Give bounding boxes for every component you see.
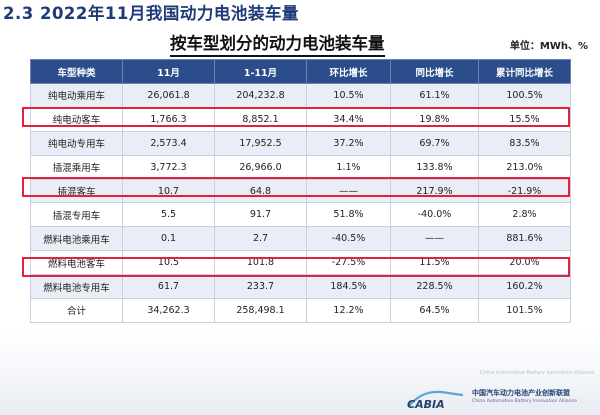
- cell-yoy: -40.0%: [390, 202, 479, 228]
- cell-cumulative: 213.0%: [478, 154, 571, 180]
- cell-cumulative: 20.0%: [478, 250, 571, 276]
- cell-cumulative: 100.5%: [478, 83, 571, 108]
- table-row: 纯电动乘用车 26,061.8 204,232.8 10.5% 61.1% 10…: [30, 83, 571, 108]
- cell-ytd: 204,232.8: [214, 83, 307, 108]
- cell-yoy: 69.7%: [390, 130, 479, 156]
- cell-month: 2,573.4: [122, 130, 215, 156]
- cell-cumulative: 15.5%: [478, 106, 571, 132]
- cell-mom: 37.2%: [306, 130, 391, 156]
- col-header-vehicle-type: 车型种类: [30, 59, 123, 84]
- table-row: 合计 34,262.3 258,498.1 12.2% 64.5% 101.5%: [30, 298, 571, 323]
- cell-month: 34,262.3: [122, 298, 215, 323]
- cell-month: 10.7: [122, 178, 215, 204]
- cell-vehicle-type: 插混专用车: [30, 202, 123, 228]
- cell-ytd: 26,966.0: [214, 154, 307, 180]
- cell-month: 5.5: [122, 202, 215, 228]
- cell-mom: 184.5%: [306, 274, 391, 300]
- table-row: 燃料电池乘用车 0.1 2.7 -40.5% —— 881.6%: [30, 226, 571, 252]
- col-header-cumulative-yoy: 累计同比增长: [478, 59, 571, 84]
- cell-yoy: 64.5%: [390, 298, 479, 323]
- logo-letters: CABIA: [407, 398, 445, 411]
- cabia-logo: CABIA 中国汽车动力电池产业创新联盟 China Automotive Ba…: [404, 385, 594, 411]
- cell-vehicle-type: 插混乘用车: [30, 154, 123, 180]
- cabia-logo-icon: CABIA: [407, 390, 464, 411]
- cell-yoy: 217.9%: [390, 178, 479, 204]
- cell-vehicle-type: 纯电动乘用车: [30, 83, 123, 108]
- cell-cumulative: 101.5%: [478, 298, 571, 323]
- col-header-mom-growth: 环比增长: [306, 59, 391, 84]
- cell-vehicle-type: 燃料电池专用车: [30, 274, 123, 300]
- table-row: 燃料电池客车 10.5 101.8 -27.5% 11.5% 20.0%: [30, 250, 571, 276]
- cell-month: 0.1: [122, 226, 215, 252]
- table-row: 纯电动客车 1,766.3 8,852.1 34.4% 19.8% 15.5%: [30, 106, 571, 132]
- table-row: 插混专用车 5.5 91.7 51.8% -40.0% 2.8%: [30, 202, 571, 228]
- section-title: 2.3 2022年11月我国动力电池装车量: [3, 4, 299, 23]
- col-header-ytd: 1-11月: [214, 59, 307, 84]
- cell-month: 61.7: [122, 274, 215, 300]
- cell-vehicle-type: 合计: [30, 298, 123, 323]
- cell-ytd: 258,498.1: [214, 298, 307, 323]
- cell-mom: ——: [306, 178, 391, 204]
- cell-yoy: 133.8%: [390, 154, 479, 180]
- cell-cumulative: 2.8%: [478, 202, 571, 228]
- cell-yoy: 11.5%: [390, 250, 479, 276]
- cell-yoy: 228.5%: [390, 274, 479, 300]
- cell-yoy: 61.1%: [390, 83, 479, 108]
- cell-cumulative: 881.6%: [478, 226, 571, 252]
- cell-mom: -27.5%: [306, 250, 391, 276]
- cell-vehicle-type: 纯电动专用车: [30, 130, 123, 156]
- cell-month: 26,061.8: [122, 83, 215, 108]
- cell-mom: 12.2%: [306, 298, 391, 323]
- cell-mom: 10.5%: [306, 83, 391, 108]
- cell-mom: 34.4%: [306, 106, 391, 132]
- cell-ytd: 2.7: [214, 226, 307, 252]
- cell-vehicle-type: 插混客车: [30, 178, 123, 204]
- cell-ytd: 91.7: [214, 202, 307, 228]
- logo-english-name: China Automotive Battery Innovation Alli…: [472, 399, 577, 404]
- cell-yoy: ——: [390, 226, 479, 252]
- footer-band: [0, 333, 600, 415]
- unit-label: 单位：MWh、%: [509, 41, 588, 52]
- cell-vehicle-type: 纯电动客车: [30, 106, 123, 132]
- col-header-month: 11月: [122, 59, 215, 84]
- cell-mom: 51.8%: [306, 202, 391, 228]
- cell-ytd: 8,852.1: [214, 106, 307, 132]
- cell-month: 3,772.3: [122, 154, 215, 180]
- table-row: 纯电动专用车 2,573.4 17,952.5 37.2% 69.7% 83.5…: [30, 130, 571, 156]
- cell-mom: -40.5%: [306, 226, 391, 252]
- cell-vehicle-type: 燃料电池乘用车: [30, 226, 123, 252]
- cell-vehicle-type: 燃料电池客车: [30, 250, 123, 276]
- cell-ytd: 17,952.5: [214, 130, 307, 156]
- table-title: 按车型划分的动力电池装车量: [170, 30, 385, 57]
- logo-chinese-name: 中国汽车动力电池产业创新联盟: [472, 389, 570, 397]
- cell-month: 10.5: [122, 250, 215, 276]
- cell-yoy: 19.8%: [390, 106, 479, 132]
- cell-cumulative: 160.2%: [478, 274, 571, 300]
- cell-ytd: 233.7: [214, 274, 307, 300]
- table-row: 插混乘用车 3,772.3 26,966.0 1.1% 133.8% 213.0…: [30, 154, 571, 180]
- table-row: 燃料电池专用车 61.7 233.7 184.5% 228.5% 160.2%: [30, 274, 571, 300]
- cell-cumulative: -21.9%: [478, 178, 571, 204]
- cell-cumulative: 83.5%: [478, 130, 571, 156]
- cell-mom: 1.1%: [306, 154, 391, 180]
- cell-month: 1,766.3: [122, 106, 215, 132]
- cell-ytd: 101.8: [214, 250, 307, 276]
- battery-installation-table: 车型种类 11月 1-11月 环比增长 同比增长 累计同比增长 纯电动乘用车 2…: [30, 59, 571, 323]
- table-header-row: 车型种类 11月 1-11月 环比增长 同比增长 累计同比增长: [30, 59, 571, 84]
- table-row: 插混客车 10.7 64.8 —— 217.9% -21.9%: [30, 178, 571, 204]
- col-header-yoy-growth: 同比增长: [390, 59, 479, 84]
- cell-ytd: 64.8: [214, 178, 307, 204]
- footer-watermark: China Automotive Battery Innovation Alli…: [480, 370, 595, 376]
